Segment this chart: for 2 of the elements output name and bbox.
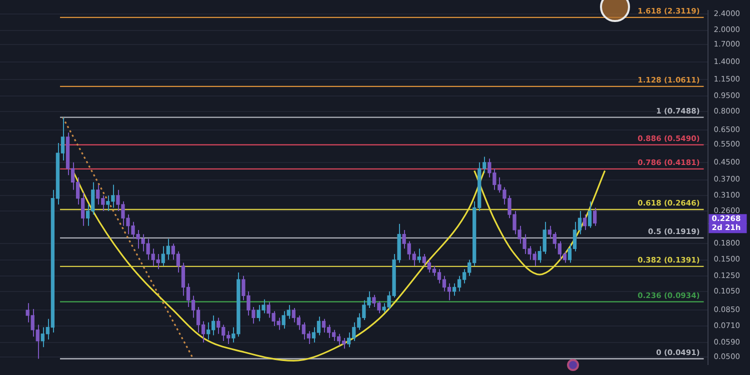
line-series: [72, 170, 486, 362]
line-series: [474, 170, 606, 276]
